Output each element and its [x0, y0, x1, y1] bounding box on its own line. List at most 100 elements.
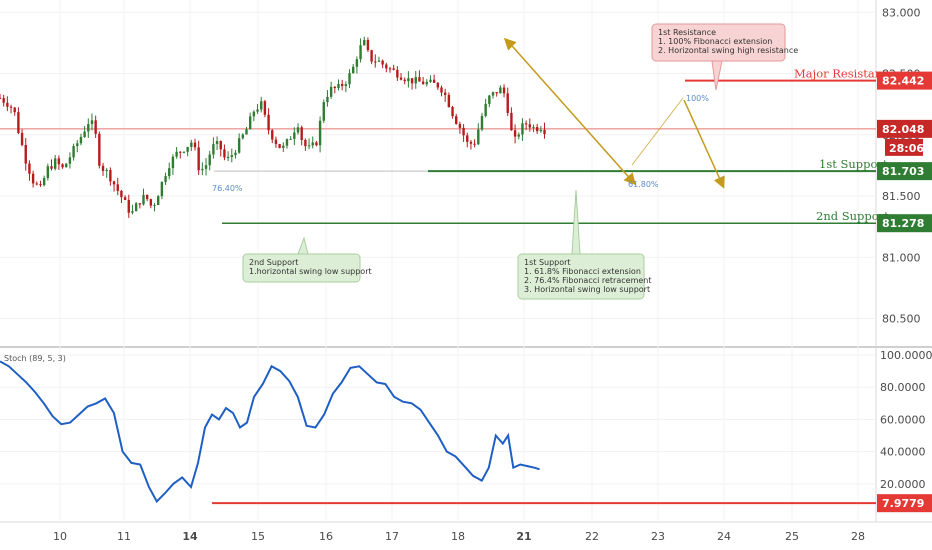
candle-body: [532, 127, 535, 129]
price-tick-label: 83.000: [882, 6, 921, 19]
time-tick-label: 15: [251, 530, 265, 543]
time-tick-label: 10: [53, 530, 67, 543]
candle-body: [20, 132, 24, 146]
stochastic-value-tag: [877, 494, 932, 513]
support1-note-pointer: [571, 189, 581, 255]
candle-body: [278, 144, 281, 148]
time-tick-label: 24: [717, 530, 731, 543]
fib-extension-arrow: [683, 99, 725, 189]
candle-body: [300, 127, 303, 140]
stochastic-indicator-title[interactable]: Stoch (89, 5, 3): [4, 354, 66, 363]
candle-body: [182, 151, 186, 153]
candle-body: [157, 196, 160, 206]
candle-body: [260, 101, 263, 110]
resistance-note-box: [651, 23, 786, 62]
candle-body: [79, 136, 83, 144]
candle-body: [348, 73, 351, 85]
time-tick-label: 11: [117, 530, 131, 543]
candle-body: [76, 143, 79, 147]
stoch-tick-label: 60.0000: [880, 413, 926, 426]
candle-body: [0, 98, 2, 99]
candle-body: [524, 123, 528, 125]
time-tick-label: 17: [385, 530, 399, 543]
support2-note-line: 1.horizontal swing low support: [249, 267, 372, 276]
candle-body: [53, 158, 57, 169]
candle-body: [153, 205, 156, 207]
candle-body: [101, 165, 105, 171]
support1-note-line: 2. 76.4% Fibonacci retracement: [524, 276, 652, 285]
candle-body: [271, 130, 274, 140]
candle-body: [186, 146, 189, 152]
candle-body: [6, 102, 9, 107]
candle-body: [521, 123, 524, 135]
candle-body: [105, 170, 108, 172]
candle-body: [131, 211, 134, 213]
candle-body: [83, 131, 86, 137]
time-tick-label: 14: [182, 530, 198, 543]
candle-body: [491, 92, 495, 96]
candle-body: [201, 168, 204, 171]
time-tick-label: 28: [851, 530, 865, 543]
candle-body: [322, 102, 325, 121]
candle-body: [458, 123, 462, 128]
resistance-note-line: 1st Resistance: [658, 28, 716, 37]
candle-body: [57, 158, 61, 165]
resistance-note-pointer: [711, 60, 723, 91]
candle-body: [226, 156, 230, 158]
resistance-note-line: 1. 100% Fibonacci extension: [658, 37, 772, 46]
candle-body: [414, 77, 417, 84]
candle-body: [204, 165, 208, 169]
candle-body: [473, 143, 476, 145]
candle-body: [403, 79, 406, 82]
stochastic-axis[interactable]: 100.0000 80.0000 60.0000 40.0000 20.0000: [880, 349, 932, 491]
price-tick-label: 81.500: [882, 190, 921, 203]
candle-body: [168, 168, 171, 177]
support_1-price-value: 81.703: [882, 165, 924, 178]
support2-note-line: 2nd Support: [249, 258, 298, 267]
candle-body: [252, 111, 256, 117]
candle-body: [248, 116, 252, 130]
candle-body: [506, 93, 509, 113]
current_price-price-tag: [877, 119, 932, 138]
candle-body: [543, 129, 546, 135]
candle-body: [98, 133, 101, 166]
candle-body: [333, 86, 337, 89]
support_2-label: 2nd Support: [816, 209, 889, 223]
fib-connector: [631, 97, 684, 166]
candle-body: [359, 45, 362, 60]
candle-body: [528, 124, 532, 128]
candle-body: [164, 176, 167, 182]
candle-body: [2, 98, 5, 103]
candle-body: [61, 164, 64, 168]
candle-body: [477, 129, 480, 145]
candle-body: [352, 66, 355, 74]
candle-body: [24, 145, 27, 164]
candle-body: [495, 92, 498, 94]
candle-body: [484, 103, 487, 116]
candle-body: [9, 106, 13, 108]
candle-body: [502, 87, 506, 94]
candle-body: [399, 77, 403, 80]
stoch-tick-label: 100.0000: [880, 349, 932, 362]
candle-body: [42, 178, 46, 186]
candle-body: [377, 60, 381, 62]
stoch-tick-label: 20.0000: [880, 478, 926, 491]
candle-body: [175, 151, 178, 157]
candle-body: [72, 146, 75, 158]
candle-body: [396, 69, 399, 78]
time-tick-label: 16: [319, 530, 333, 543]
candle-body: [304, 139, 307, 147]
price-tick-label: 81.000: [882, 251, 921, 264]
candle-body: [385, 64, 388, 69]
support_2-price-value: 81.278: [882, 217, 924, 230]
candle-body: [337, 83, 340, 89]
candle-body: [219, 141, 222, 150]
candle-body: [87, 124, 90, 132]
time-axis[interactable]: 10 11 14 15 16 17 18 21 22 23 24 25 28: [53, 530, 865, 543]
candle-body: [326, 96, 329, 103]
candle-body: [535, 127, 539, 132]
candle-body: [355, 59, 359, 67]
fib-extension-arrow: [512, 46, 636, 186]
price-tick-label: 80.500: [882, 313, 921, 326]
